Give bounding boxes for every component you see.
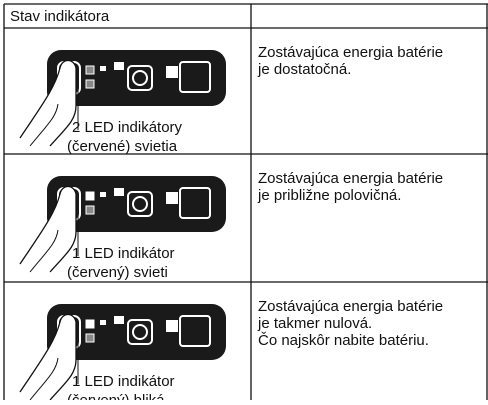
finger-line — [29, 103, 59, 147]
description: Zostávajúca energia batérie — [258, 298, 443, 315]
finger-line — [29, 357, 59, 401]
led — [85, 191, 95, 201]
mode-button — [179, 61, 211, 93]
description: Čo najskôr nabite batériu. — [258, 332, 429, 349]
mode-button — [179, 187, 211, 219]
description: Zostávajúca energia batérie — [258, 44, 443, 61]
mode-button — [179, 315, 211, 347]
description: je dostatočná. — [257, 61, 351, 78]
mode-indicator — [166, 66, 178, 78]
led-caption: (červený) svieti — [67, 264, 168, 281]
led-caption: (červený) bliká — [67, 392, 165, 400]
led — [85, 79, 95, 89]
led — [100, 66, 106, 71]
power-icon — [132, 70, 148, 86]
power-button — [127, 65, 153, 91]
led — [85, 319, 95, 329]
led — [85, 333, 95, 343]
led-caption: (červené) svietia — [67, 138, 178, 155]
description: je takmer nulová. — [257, 315, 372, 332]
header-title: Stav indikátora — [10, 8, 110, 25]
power-button — [127, 319, 153, 345]
led-caption: 1 LED indikátor — [72, 373, 175, 390]
indicator-illustration — [19, 176, 226, 273]
power-icon — [132, 196, 148, 212]
mode-indicator — [166, 320, 178, 332]
finger — [19, 59, 77, 147]
finger — [19, 313, 77, 401]
led — [85, 205, 95, 215]
description: je približne polovičná. — [257, 187, 401, 204]
led-caption: 1 LED indikátor — [72, 245, 175, 262]
description: Zostávajúca energia batérie — [258, 170, 443, 187]
finger — [19, 185, 77, 273]
indicator-illustration — [19, 50, 226, 147]
power-button — [127, 191, 153, 217]
led — [114, 62, 124, 70]
led — [100, 320, 106, 325]
led — [85, 65, 95, 75]
led-caption: 2 LED indikátory — [72, 119, 183, 136]
led — [114, 316, 124, 324]
mode-indicator — [166, 192, 178, 204]
indicator-illustration — [19, 304, 226, 401]
led — [114, 188, 124, 196]
led — [100, 192, 106, 197]
finger-line — [29, 229, 59, 273]
power-icon — [132, 324, 148, 340]
